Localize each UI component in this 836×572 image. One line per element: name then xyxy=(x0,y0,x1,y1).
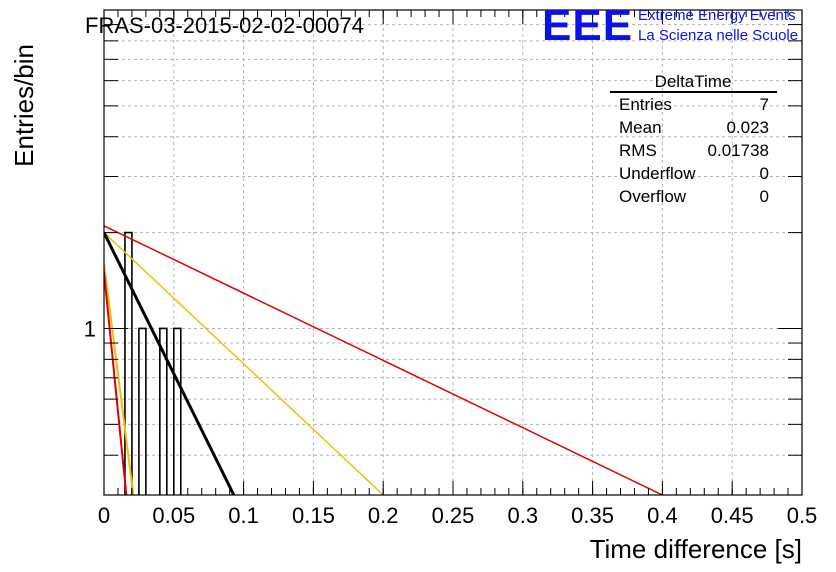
x-tick-label: 0.15 xyxy=(292,503,335,528)
x-axis-title: Time difference [s] xyxy=(590,534,802,564)
x-tick-label: 0.45 xyxy=(711,503,754,528)
fit-line xyxy=(104,232,384,495)
fit-line xyxy=(104,272,128,495)
x-tick-label: 0.3 xyxy=(508,503,539,528)
logo-line2: La Scienza nelle Scuole xyxy=(638,27,798,44)
stats-value: 7 xyxy=(760,95,769,114)
y-tick-label: 1 xyxy=(84,316,96,341)
stats-rows: Entries 7 Mean 0.023 RMS 0.01738 Underflow 0 Ove… xyxy=(619,95,769,206)
x-tick-label: 0.2 xyxy=(368,503,399,528)
stats-label: Underflow xyxy=(619,164,696,183)
eee-logo: EEE Extreme Energy Events La Scienza nel… xyxy=(542,1,798,50)
stats-value: 0.01738 xyxy=(708,141,769,160)
fit-lines xyxy=(104,225,663,495)
chart-title: FRAS-03-2015-02-02-00074 xyxy=(85,13,364,38)
x-tick-label: 0.1 xyxy=(228,503,259,528)
y-axis-title: Entries/bin xyxy=(9,44,39,167)
histogram-bar xyxy=(159,327,168,495)
histogram-bar xyxy=(124,231,133,495)
stats-label: Overflow xyxy=(619,187,687,206)
x-tick-label: 0.4 xyxy=(647,503,678,528)
stats-label: RMS xyxy=(619,141,657,160)
fit-line xyxy=(104,225,663,495)
fit-line xyxy=(104,263,135,495)
axis-ticks xyxy=(103,9,803,496)
x-tick-labels: 0 0.05 0.1 0.15 0.2 0.25 0.3 0.35 0.4 0.45 0.5 xyxy=(98,503,817,528)
x-tick-label: 0.05 xyxy=(152,503,195,528)
y-tick-labels: 1 xyxy=(84,316,96,341)
stats-label: Mean xyxy=(619,118,662,137)
histogram-bar xyxy=(173,327,182,495)
grid-lines xyxy=(104,10,802,495)
stats-box: DeltaTime Entries 7 Mean 0.023 RMS 0.01738 Und… xyxy=(610,72,777,206)
logo-line1: Extreme Energy Events xyxy=(638,7,796,24)
x-tick-label: 0.35 xyxy=(571,503,614,528)
x-tick-label: 0.5 xyxy=(787,503,818,528)
histogram-bar xyxy=(138,327,147,495)
stats-title: DeltaTime xyxy=(655,72,732,91)
stats-value: 0.023 xyxy=(726,118,769,137)
stats-label: Entries xyxy=(619,95,672,114)
x-tick-label: 0.25 xyxy=(432,503,475,528)
histogram-bars xyxy=(124,231,182,495)
stats-value: 0 xyxy=(760,164,769,183)
stats-value: 0 xyxy=(760,187,769,206)
x-tick-label: 0 xyxy=(98,503,110,528)
logo-mark: EEE xyxy=(542,1,633,50)
fit-line xyxy=(104,231,236,495)
